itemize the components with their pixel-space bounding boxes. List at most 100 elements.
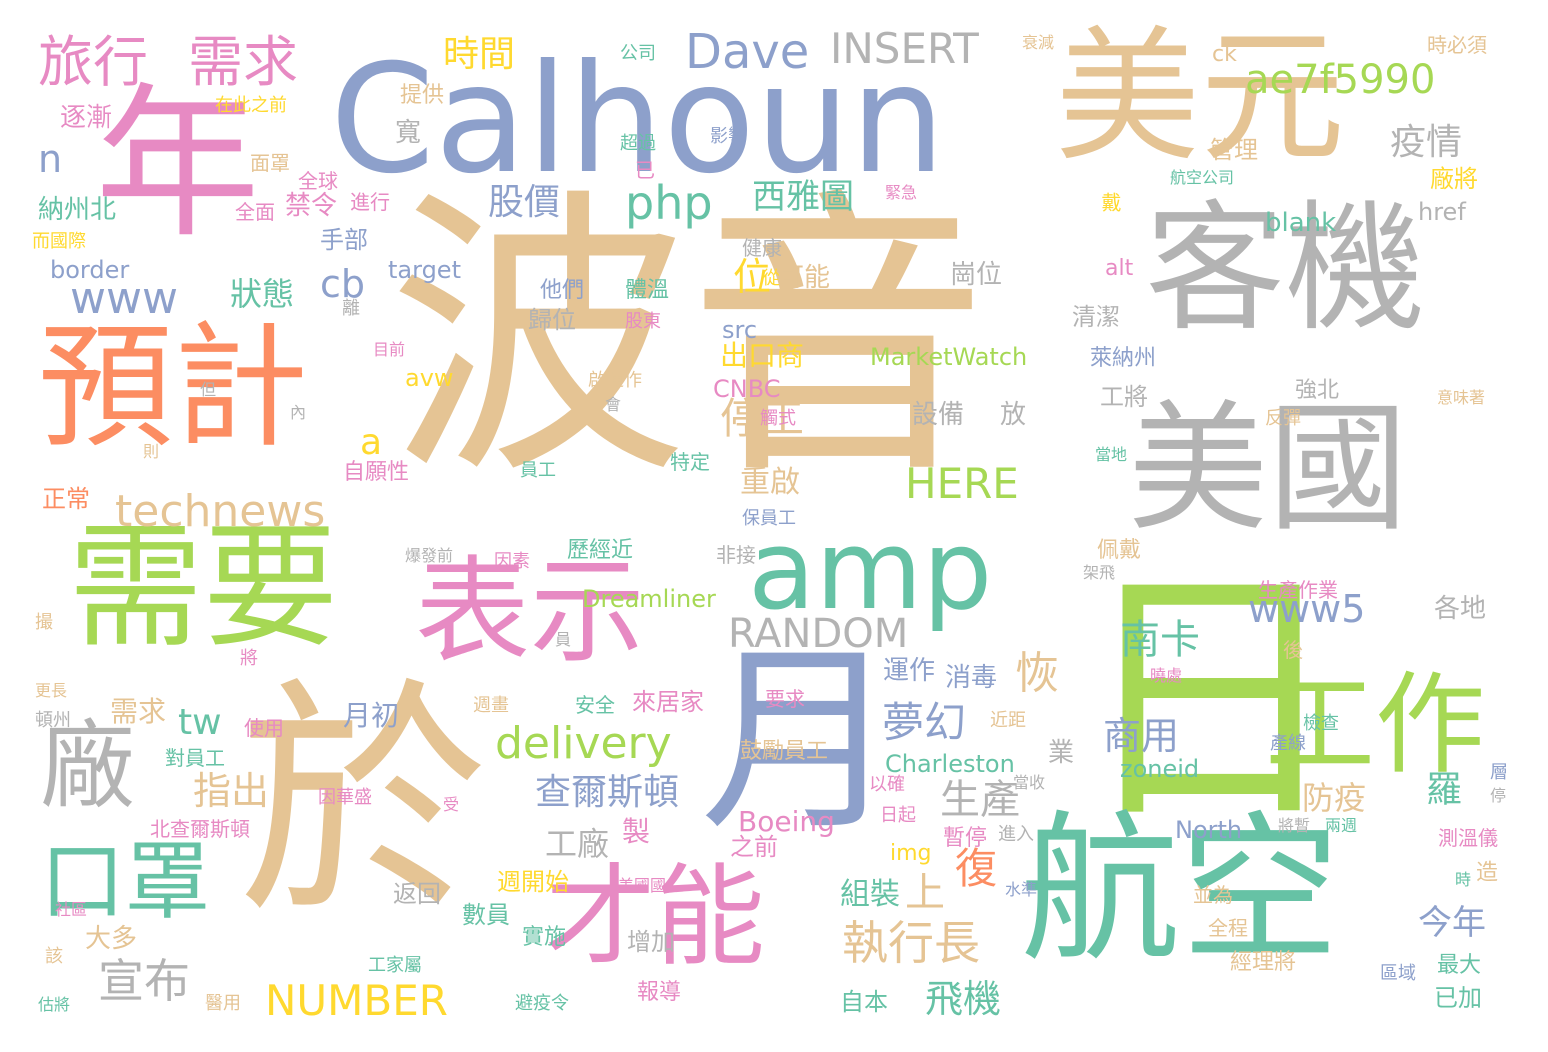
- word-cloud-word: 因華盛: [318, 789, 372, 807]
- word-cloud-word: 工將: [1100, 385, 1148, 409]
- word-cloud-word: 特定: [670, 452, 710, 472]
- word-cloud-word: 使用: [244, 718, 284, 738]
- word-cloud-word: 保員工: [742, 510, 796, 528]
- word-cloud-word: 生產作業: [1258, 580, 1338, 600]
- word-cloud-word: 該: [45, 948, 63, 966]
- word-cloud-word: 來居家: [632, 690, 704, 714]
- word-cloud-word: zoneid: [1120, 757, 1199, 781]
- word-cloud-word: 宣布: [98, 958, 190, 1004]
- word-cloud-word: 製: [622, 818, 650, 846]
- word-cloud-word: 廠: [40, 720, 135, 815]
- word-cloud-word: 非接: [716, 545, 756, 565]
- word-cloud-word: 測溫儀: [1438, 828, 1498, 848]
- word-cloud-word: 後: [1283, 640, 1303, 660]
- word-cloud-word: 因素: [494, 553, 530, 571]
- word-cloud-word: 估將: [38, 997, 70, 1013]
- word-cloud-word: 架飛: [1083, 565, 1115, 581]
- word-cloud-word: 恢: [1015, 652, 1059, 696]
- word-cloud-word: 月初: [343, 702, 399, 730]
- word-cloud-word: RANDOM: [728, 614, 908, 654]
- word-cloud-word: 從: [760, 268, 778, 286]
- word-cloud-word: 停: [1488, 787, 1504, 803]
- word-cloud-word: 北查爾斯頓: [150, 819, 250, 839]
- word-cloud-word: 面罩: [250, 153, 290, 173]
- word-cloud-word: 指出: [193, 772, 269, 810]
- word-cloud-word: 戴: [1100, 192, 1120, 212]
- word-cloud-word: 以確: [869, 776, 905, 794]
- word-cloud-word: 寬: [395, 120, 421, 146]
- word-cloud-word: 內: [290, 405, 306, 421]
- word-cloud-word: 爆發前: [405, 548, 453, 564]
- word-cloud-word: 預計: [38, 320, 308, 455]
- word-cloud-word: 納州北: [38, 197, 116, 223]
- word-cloud-word: 暫停: [943, 828, 987, 850]
- word-cloud-word: 近距: [990, 712, 1026, 730]
- word-cloud-word: a: [360, 425, 382, 461]
- word-cloud-word: 會: [605, 397, 621, 413]
- word-cloud-word: 他們: [540, 280, 584, 302]
- word-cloud-word: 數員: [462, 903, 510, 927]
- word-cloud-word: 對員工: [165, 748, 225, 768]
- word-cloud-word: 出口商: [720, 342, 804, 370]
- word-cloud-word: 體溫: [625, 280, 669, 302]
- word-cloud-word: 受: [443, 797, 459, 813]
- word-cloud-word: 自願性: [343, 462, 409, 484]
- word-cloud-word: 增加: [627, 930, 675, 954]
- word-cloud-word: 時: [1455, 872, 1471, 888]
- word-cloud-word: 波音: [388, 190, 988, 490]
- word-cloud-word: 安全: [575, 695, 615, 715]
- word-cloud-word: 提供: [400, 85, 444, 107]
- word-cloud-word: 股東: [625, 313, 661, 331]
- word-cloud-word: 運作: [883, 658, 935, 684]
- word-cloud-word: blank: [1265, 210, 1336, 236]
- word-cloud-word: 報導: [637, 982, 681, 1004]
- word-cloud-word: 正常: [42, 487, 90, 511]
- word-cloud-word: 兩週: [1325, 818, 1357, 834]
- word-cloud-word: 當收: [1013, 775, 1045, 791]
- word-cloud-word: 崗位: [950, 262, 1002, 288]
- word-cloud-word: 執行長: [842, 920, 980, 966]
- word-cloud-word: 消毒: [945, 665, 997, 691]
- word-cloud-word: 檢查: [1303, 715, 1339, 733]
- word-cloud-word: 已加: [1434, 986, 1482, 1010]
- word-cloud-word: n: [38, 140, 62, 178]
- word-cloud-word: 造: [1473, 860, 1495, 882]
- word-cloud-word: 需求: [110, 698, 166, 726]
- word-cloud-word: 返回: [393, 882, 441, 906]
- word-cloud-word: 全程: [1208, 918, 1248, 938]
- word-cloud-word: 狀態: [230, 278, 294, 310]
- word-cloud-word: img: [890, 843, 932, 865]
- word-cloud-word: 已: [635, 160, 655, 180]
- word-cloud-word: 時必須: [1427, 35, 1487, 55]
- word-cloud-word: avw: [405, 366, 454, 390]
- word-cloud-word: alt: [1105, 258, 1133, 280]
- word-cloud-word: 健康: [742, 238, 782, 258]
- word-cloud-word: 進行: [350, 192, 390, 212]
- word-cloud-word: Dave: [685, 28, 809, 76]
- word-cloud-word: 清潔: [1072, 305, 1120, 329]
- word-cloud-word: 目前: [373, 342, 405, 358]
- word-cloud-word: 鼓勵員工: [740, 741, 828, 763]
- word-cloud-word: 離: [340, 298, 358, 316]
- word-cloud-word: 區域: [1380, 965, 1416, 983]
- word-cloud-word: 員工: [520, 462, 556, 480]
- word-cloud-word: 工廠: [545, 828, 609, 860]
- word-cloud-word: 大多: [85, 926, 137, 952]
- word-cloud-word: 夢幻: [882, 702, 966, 744]
- word-cloud-word: 自本: [840, 990, 888, 1014]
- word-cloud-word: 衰減: [1022, 35, 1054, 51]
- word-cloud-word: 而國際: [32, 233, 86, 251]
- word-cloud-word: 佩戴: [1097, 540, 1141, 562]
- word-cloud-word: 進入: [998, 826, 1034, 844]
- word-cloud-word: 撮: [35, 614, 53, 632]
- word-cloud-word: 今年: [1418, 906, 1486, 940]
- word-cloud-word: 週開始: [497, 870, 569, 894]
- word-cloud-word: 放: [1000, 402, 1026, 428]
- word-cloud-word: 可能: [778, 265, 830, 291]
- word-cloud-word: 查爾斯頓: [535, 775, 679, 811]
- word-cloud-word: ae7f5990: [1245, 60, 1435, 100]
- word-cloud-word: 在此之前: [215, 97, 287, 115]
- word-cloud-word: 觸式: [760, 410, 796, 428]
- word-cloud-word: HERE: [905, 463, 1019, 505]
